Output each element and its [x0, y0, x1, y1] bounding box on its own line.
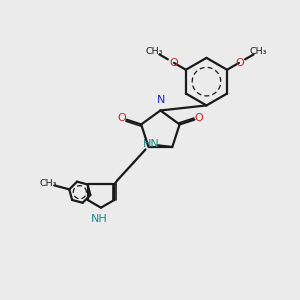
Text: CH₃: CH₃	[250, 47, 267, 56]
Text: CH₃: CH₃	[146, 47, 164, 56]
Text: O: O	[194, 113, 203, 123]
Text: N: N	[157, 95, 165, 105]
Text: HN: HN	[142, 139, 159, 149]
Text: O: O	[118, 113, 126, 123]
Text: CH₃: CH₃	[40, 179, 57, 188]
Text: O: O	[235, 58, 244, 68]
Text: O: O	[169, 58, 178, 68]
Text: NH: NH	[91, 214, 108, 224]
